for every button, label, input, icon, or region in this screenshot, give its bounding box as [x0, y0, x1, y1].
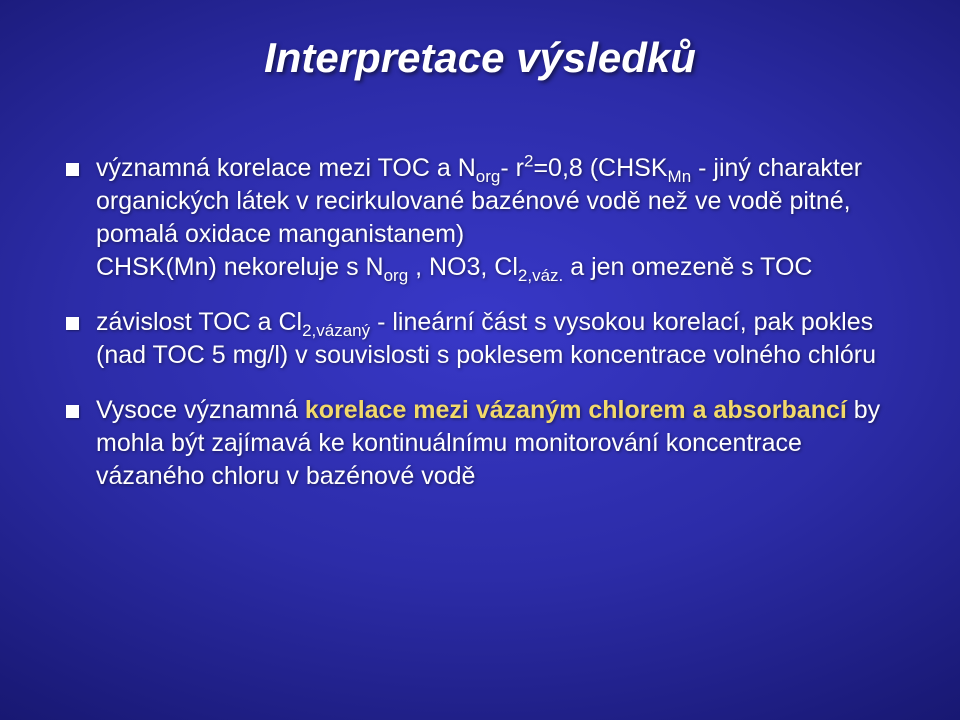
b1-seg5: CHSK(Mn) nekoreluje s N — [96, 253, 384, 281]
page-title: Interpretace výsledků — [60, 34, 900, 82]
b1-seg1: významná korelace mezi TOC a N — [96, 154, 476, 182]
bullet-item-1: významná korelace mezi TOC a Norg- r2=0,… — [60, 152, 900, 284]
b1-sub3: org — [384, 266, 409, 285]
b3-highlight: korelace mezi vázaným chlorem a absorban… — [305, 396, 847, 424]
b1-seg2: - r — [500, 154, 524, 182]
b1-sub1: org — [476, 167, 501, 186]
b1-sub2: Mn — [668, 167, 692, 186]
bullet-item-3: Vysoce významná korelace mezi vázaným ch… — [60, 394, 900, 493]
b3-seg1: Vysoce významná — [96, 396, 305, 424]
b1-seg6: , NO3, Cl — [408, 253, 518, 281]
b1-seg3: =0,8 (CHSK — [533, 154, 667, 182]
bullet-list: významná korelace mezi TOC a Norg- r2=0,… — [60, 152, 900, 493]
b1-seg4a: - — [691, 154, 706, 182]
b1-seg7: a jen omezeně s TOC — [563, 253, 812, 281]
b1-sub4: 2,váz. — [518, 266, 563, 285]
slide: Interpretace výsledků významná korelace … — [0, 0, 960, 720]
b2-seg1: závislost TOC a Cl — [96, 308, 302, 336]
b2-sub1: 2,vázaný — [302, 321, 370, 340]
bullet-item-2: závislost TOC a Cl2,vázaný - lineární čá… — [60, 306, 900, 372]
